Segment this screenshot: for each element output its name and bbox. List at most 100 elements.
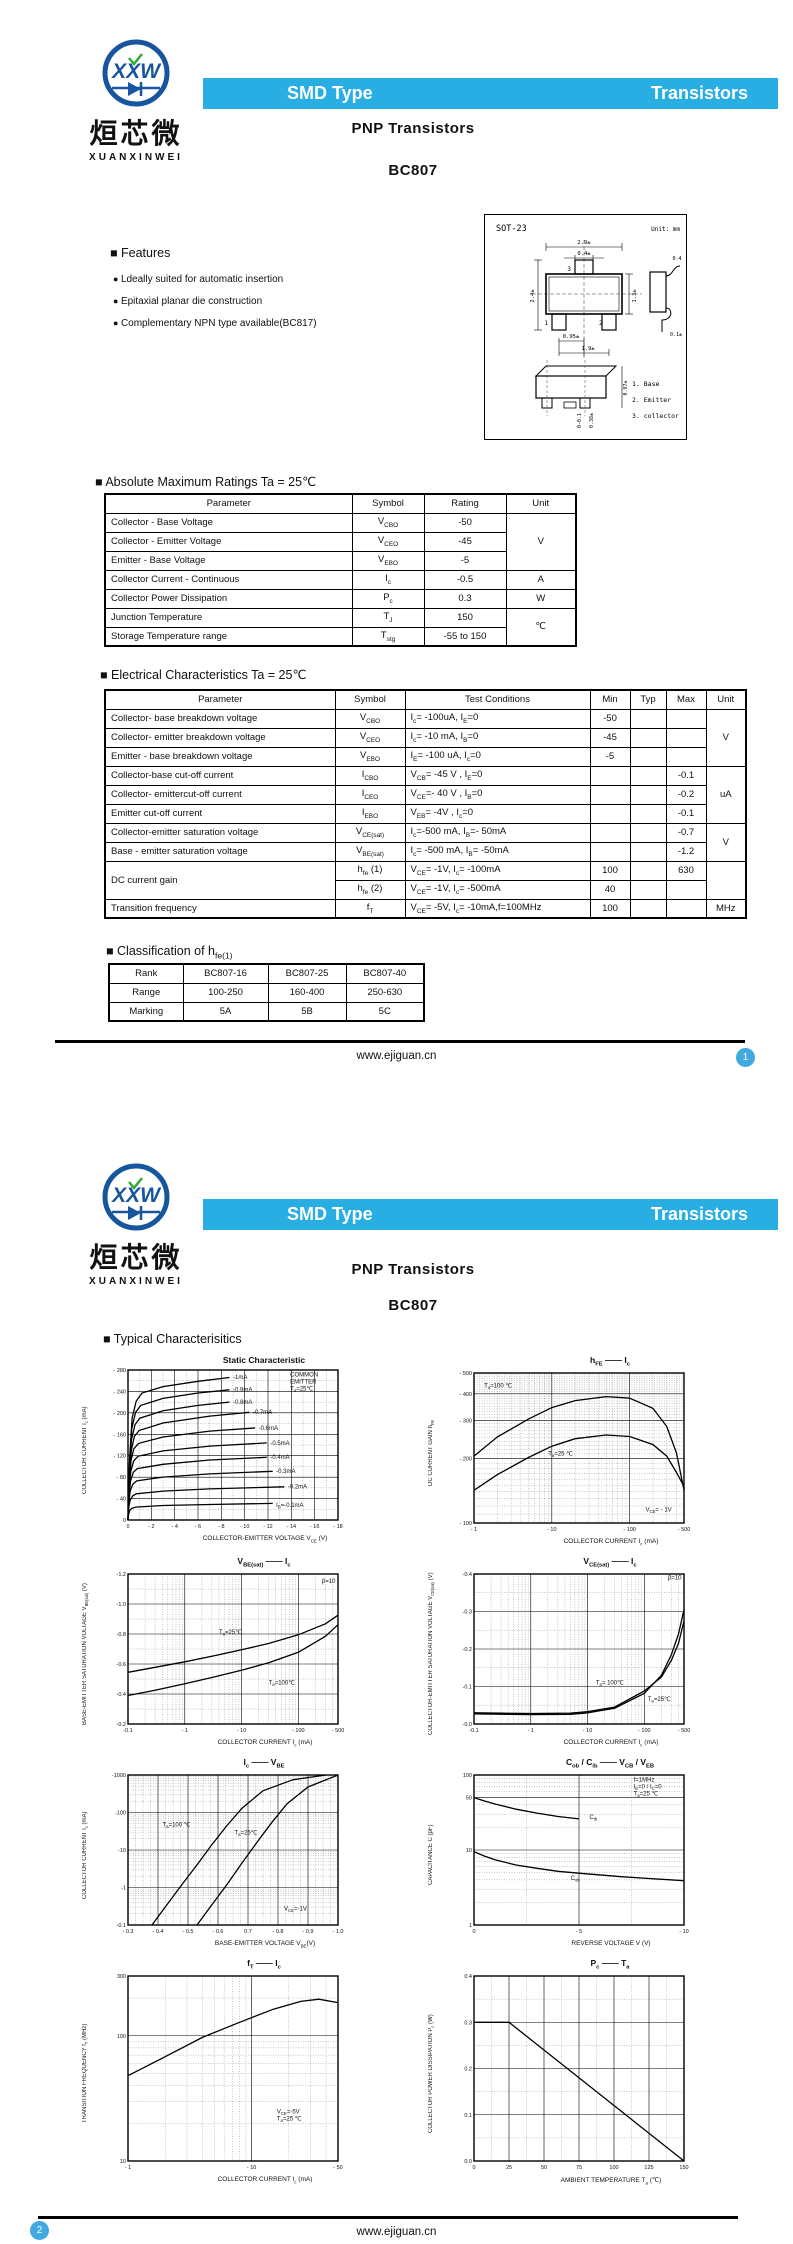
svg-text:10: 10 bbox=[120, 2159, 126, 2165]
table-row: Storage Temperature range Tstg -55 to 150 bbox=[104, 626, 576, 647]
svg-text:Cob: Cob bbox=[571, 1876, 581, 1883]
table-cell: VEBO bbox=[334, 746, 406, 767]
svg-text:1: 1 bbox=[469, 1923, 472, 1929]
svg-text:-1.2: -1.2 bbox=[117, 1572, 126, 1578]
banner-right-label: Transistors bbox=[650, 83, 748, 103]
chart-series-Ta=100C bbox=[127, 1623, 339, 1696]
svg-text:- 300: - 300 bbox=[459, 1418, 472, 1424]
table-cell: hfe (2) bbox=[334, 879, 406, 900]
svg-text:0: 0 bbox=[472, 2165, 475, 2171]
table-cell: 5C bbox=[345, 1001, 425, 1022]
chart-plot-svg: -0.1 - 1 - 10 - 100 - 500 -1.2 -1.0 -0.8 -0.6 -0.… bbox=[117, 1572, 345, 1734]
chart-series-Ta=25C bbox=[473, 1620, 685, 1714]
brand-logo-mark: XXW bbox=[66, 1160, 206, 1239]
table-cell: Ic=-500 mA, IB=- 50mA bbox=[404, 822, 591, 843]
chart-series-IB=-0.4mA bbox=[127, 1456, 267, 1521]
chart-pc-vs-ta: Pc —— Ta COLLECTOR POWER DISSIPATION Pc (… bbox=[428, 1958, 768, 2185]
svg-text:Ta=25 ℃: Ta=25 ℃ bbox=[634, 1790, 659, 1798]
chart-series-Cob bbox=[473, 1850, 685, 1882]
table-cell: Emitter - base breakdown voltage bbox=[104, 746, 336, 767]
table-cell: -0.2 bbox=[665, 784, 707, 805]
table-cell: Collector- base breakdown voltage bbox=[104, 708, 336, 729]
svg-text:-1mA: -1mA bbox=[233, 1375, 247, 1381]
svg-text:0.1±: 0.1± bbox=[670, 332, 682, 338]
table-cell bbox=[629, 898, 667, 919]
table-header-row: Parameter Symbol Test Conditions Min Typ Max U… bbox=[104, 689, 747, 710]
svg-text:-1000: -1000 bbox=[112, 1773, 126, 1779]
table-cell bbox=[629, 841, 667, 862]
table-cell: -45 bbox=[589, 727, 631, 748]
svg-text:- 10: - 10 bbox=[547, 1527, 556, 1533]
table-cell: Ic= -100uA, IE=0 bbox=[404, 708, 591, 729]
table-cell: IEBO bbox=[334, 803, 406, 824]
svg-text:3. collector: 3. collector bbox=[632, 412, 679, 420]
svg-text:Unit: mm: Unit: mm bbox=[651, 226, 680, 233]
chart-plot-svg: - 1 - 10 - 100 - 500 - 500 - 400 - 300 - 200 - 1… bbox=[459, 1371, 691, 1533]
chart-series-Pc bbox=[474, 2021, 685, 2162]
absolute-maximum-ratings-table: Parameter Symbol Rating Unit Collector - Bas… bbox=[104, 493, 577, 647]
table-cell: ICBO bbox=[334, 765, 406, 786]
chart-y-axis-label: TRANSITION FREQUENCY fT (MHz) bbox=[82, 2023, 90, 2123]
svg-text:- 500: - 500 bbox=[459, 1371, 472, 1377]
table-row: Collector Power Dissipation Pc 0.3 W bbox=[104, 588, 577, 609]
svg-text:0-0.1: 0-0.1 bbox=[577, 413, 583, 428]
chart-plot-svg: 0 - 2 - 4 - 6 - 8 - 10 - 12 - 14 - 16 - 18 - 280 - … bbox=[113, 1368, 342, 1530]
svg-text:- 200: - 200 bbox=[459, 1456, 472, 1462]
table-cell: V bbox=[705, 708, 747, 767]
svg-text:- 500: - 500 bbox=[678, 1527, 691, 1533]
table-cell: -0.1 bbox=[665, 765, 707, 786]
chart-title: fT —— Ic bbox=[247, 1958, 281, 1971]
chart-x-axis-label: COLLECTOR-EMITTER VOLTAGE VCE (V) bbox=[202, 1535, 328, 1544]
page-number-badge: 2 bbox=[30, 2221, 49, 2240]
footer-url: www.ejiguan.cn bbox=[356, 2226, 437, 2238]
svg-text:β=10: β=10 bbox=[322, 1579, 336, 1585]
svg-text:100: 100 bbox=[463, 1773, 472, 1779]
table-cell: Ic bbox=[351, 569, 425, 590]
table-cell bbox=[589, 784, 631, 805]
chart-ft-vs-ic: fT —— Ic TRANSITION FREQUENCY fT (MHz) - 1… bbox=[82, 1958, 422, 2184]
chart-series-Ta=25C bbox=[473, 1434, 685, 1491]
chart-series-IB=-0.3mA bbox=[127, 1470, 273, 1521]
table-row: DC current gain hfe (1) VCE= -1V, Ic= -100… bbox=[104, 860, 747, 900]
table-cell: TJ bbox=[351, 607, 425, 628]
table-row: Junction Temperature TJ 150 ℃ bbox=[104, 607, 577, 647]
feature-item: Epitaxial planar die construction bbox=[113, 296, 262, 307]
table-cell bbox=[629, 765, 667, 786]
table-row: Collector- emitter breakdown voltage VCEO… bbox=[104, 727, 746, 748]
svg-text:Ta=25℃: Ta=25℃ bbox=[235, 1829, 258, 1837]
svg-text:- 10: - 10 bbox=[583, 1728, 592, 1734]
chart-ic-vs-vbe: Ic —— VBE COLLECTOR CURRENT Ic (mA) - 0.3-… bbox=[82, 1757, 422, 1948]
footer-rule bbox=[55, 1040, 745, 1043]
svg-text:COMMON: COMMON bbox=[290, 1372, 318, 1378]
table-cell: VCB= -45 V , IE=0 bbox=[404, 765, 591, 786]
feature-item: Complementary NPN type available(BC817) bbox=[113, 318, 317, 329]
chart-series-Ta=25C bbox=[196, 1774, 339, 1926]
chart-x-axis-label: COLLECTOR CURRENT Ic (mA) bbox=[563, 1738, 659, 1747]
brand-name-cn: 烜芯微 bbox=[89, 118, 183, 149]
column-header: Typ bbox=[629, 689, 667, 710]
table-row: Rank BC807-16 BC807-25 BC807-40 bbox=[108, 963, 425, 984]
svg-text:-0.3mA: -0.3mA bbox=[276, 1469, 295, 1475]
table-cell: Collector-base cut-off current bbox=[104, 765, 336, 786]
banner: SMD Type Transistors bbox=[203, 78, 778, 109]
table-cell: -0.5 bbox=[423, 569, 507, 590]
section-heading-classification: ■ Classification of hfe(1) bbox=[106, 944, 233, 961]
chart-static-characteristic: Static Characteristic COLLECTOR CURRENT I… bbox=[82, 1355, 422, 1543]
table-cell: BC807-16 bbox=[182, 963, 269, 984]
banner-left-label: SMD Type bbox=[287, 1204, 373, 1224]
svg-text:- 0.4: - 0.4 bbox=[152, 1929, 163, 1935]
column-header: Test Conditions bbox=[404, 689, 591, 710]
column-header: Unit bbox=[505, 493, 577, 514]
svg-text:- 5: - 5 bbox=[576, 1929, 582, 1935]
chart-series-Ta=25C bbox=[127, 1614, 339, 1673]
svg-text:-0.4: -0.4 bbox=[463, 1572, 472, 1578]
table-cell: Collector - Base Voltage bbox=[104, 512, 353, 533]
svg-text:1.9±: 1.9± bbox=[581, 346, 595, 352]
svg-text:1. Base: 1. Base bbox=[632, 380, 659, 388]
svg-text:-0.8mA: -0.8mA bbox=[233, 1400, 252, 1406]
svg-text:- 0.8: - 0.8 bbox=[272, 1929, 283, 1935]
package-drawing-svg: SOT-23 Unit: mm 2.9± 0.4± 2.4± 1.3± 0.95±1.9± 3… bbox=[484, 214, 687, 440]
table-row: hfe (2) VCE= -1V, Ic= -500mA 40 bbox=[105, 879, 746, 900]
svg-text:- 8: - 8 bbox=[218, 1524, 224, 1530]
